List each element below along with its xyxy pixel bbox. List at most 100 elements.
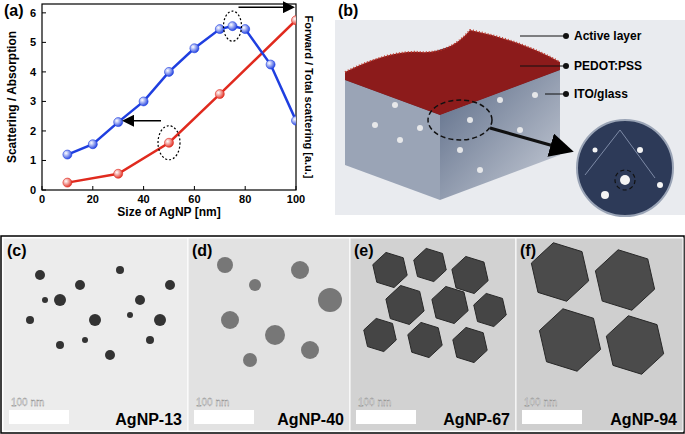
marker — [241, 25, 250, 34]
nanoparticle — [116, 266, 124, 274]
marker — [114, 169, 123, 178]
panel-label: (c) — [7, 242, 27, 259]
y-tick-label: 3 — [30, 95, 36, 107]
y-tick-label: 4 — [30, 66, 37, 78]
x-tick-label: 60 — [188, 193, 200, 205]
nanoparticle — [432, 286, 468, 323]
leader-line — [520, 66, 566, 67]
marker — [63, 150, 72, 159]
nanoparticle — [35, 270, 45, 280]
zoom-circle — [577, 120, 673, 216]
nanoparticle — [467, 117, 473, 123]
y-tick-label: 5 — [30, 36, 36, 48]
y-tick-label: 1 — [30, 154, 36, 166]
marker — [88, 140, 97, 149]
y-tick — [42, 12, 46, 13]
nanoparticle — [75, 280, 85, 290]
y-axis-label: Scattering / Absorption — [5, 31, 19, 163]
y-tick — [42, 130, 46, 131]
tem-image — [350, 238, 516, 431]
nanoparticle — [532, 92, 538, 98]
layer-label: PEDOT:PSS — [574, 59, 642, 73]
scale-bar — [194, 410, 254, 424]
nanoparticle — [127, 312, 133, 318]
nanoparticle — [517, 127, 523, 133]
marker — [228, 22, 237, 31]
scale-bar — [9, 410, 69, 424]
y-tick — [42, 101, 46, 102]
nanoparticle — [89, 314, 101, 326]
panel-label: (e) — [354, 242, 374, 259]
scale-bar-label: 100 nm — [524, 397, 557, 408]
nanoparticle — [217, 257, 233, 273]
nanoparticle — [56, 341, 64, 349]
tem-image — [516, 238, 683, 431]
nanoparticle — [392, 102, 398, 108]
x-tick-label: 100 — [287, 193, 305, 205]
marker — [114, 118, 123, 127]
panel-label: (f) — [520, 242, 536, 259]
leader-dot — [563, 33, 569, 39]
y-tick-label: 6 — [30, 7, 36, 19]
annotation-ellipse — [224, 11, 242, 41]
zoom-arrow — [490, 128, 568, 150]
nanoparticle — [595, 250, 654, 310]
sample-name: AgNP-67 — [443, 411, 510, 428]
annotation-ellipse — [158, 126, 180, 160]
y-tick-label: 2 — [30, 125, 36, 137]
sample-name: AgNP-40 — [277, 411, 344, 428]
x-tick — [245, 186, 246, 190]
series-line — [67, 26, 296, 154]
nanoparticle — [42, 297, 48, 303]
zoom-ellipse — [428, 100, 492, 140]
leader-line — [520, 36, 566, 37]
nanoparticle — [301, 341, 319, 359]
nanoparticle — [105, 350, 115, 360]
nanoparticle — [135, 295, 145, 305]
tem-image — [3, 238, 188, 431]
nanoparticle — [457, 147, 463, 153]
nanoparticle — [154, 314, 166, 326]
nanoparticle — [606, 316, 663, 375]
leader-line — [545, 94, 566, 95]
layer-label: ITO/glass — [574, 87, 628, 101]
nanoparticle — [221, 311, 239, 329]
marker — [190, 44, 199, 53]
nanoparticle — [497, 97, 503, 103]
figure: (a)0204060801000123456Size of AgNP [nm]S… — [0, 0, 685, 434]
scale-bar-label: 100 nm — [196, 397, 229, 408]
y-tick — [42, 160, 46, 161]
marker — [63, 178, 72, 187]
series-line — [67, 20, 296, 182]
panel-label: (b) — [338, 2, 358, 19]
nanoparticle — [249, 279, 261, 291]
nanoparticle — [386, 285, 424, 324]
nanoparticle — [452, 256, 488, 293]
nanoparticle — [408, 322, 442, 357]
x-tick-label: 40 — [137, 193, 149, 205]
nanoparticle — [54, 294, 66, 306]
nanoparticle — [637, 147, 643, 153]
x-tick-label: 20 — [87, 193, 99, 205]
nanoparticle — [601, 191, 609, 199]
scale-bar — [522, 410, 582, 424]
nanoparticle — [26, 316, 34, 324]
nanoparticle — [243, 353, 257, 367]
nanoparticle — [318, 288, 342, 312]
nanoparticle — [82, 337, 88, 343]
nanoparticle — [397, 137, 403, 143]
x-tick — [194, 186, 195, 190]
leader-dot — [563, 63, 569, 69]
nanoparticle — [373, 252, 407, 287]
nanoparticle — [477, 167, 483, 173]
annotation-arrow — [239, 6, 293, 8]
plot-frame — [42, 4, 296, 190]
x-tick — [296, 186, 297, 190]
nanoparticle — [364, 318, 396, 351]
nanoparticle — [453, 327, 487, 362]
y-tick — [42, 190, 46, 191]
nanoparticle — [657, 182, 663, 188]
nanoparticle — [620, 175, 630, 185]
zoom-circle-small — [615, 170, 635, 190]
x-tick — [92, 186, 93, 190]
